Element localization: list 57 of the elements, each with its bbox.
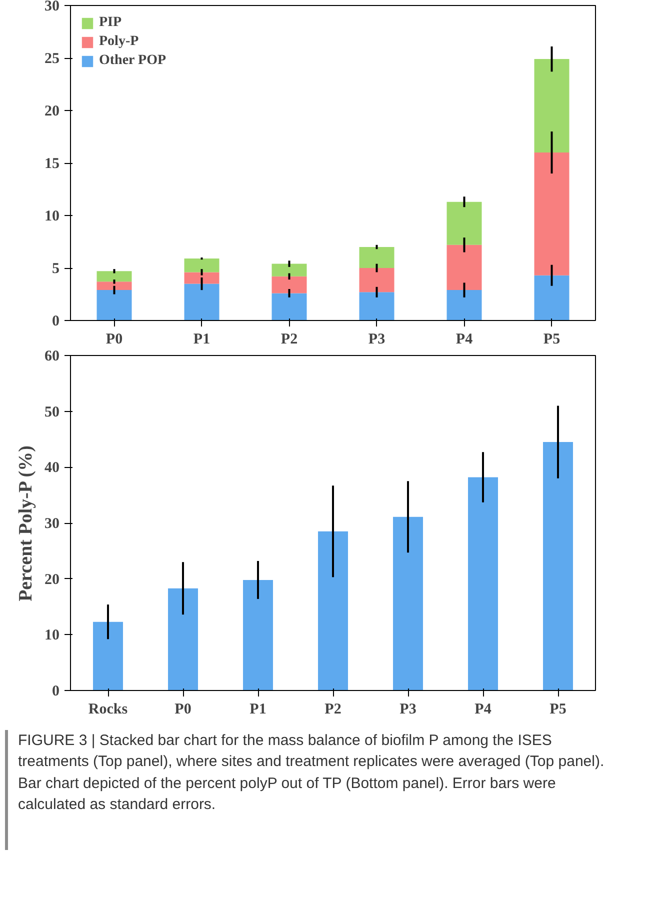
- bar: [393, 516, 423, 690]
- y-tick-label: 30: [44, 516, 60, 532]
- y-tick-label: 0: [52, 684, 60, 700]
- legend-label: Poly-P: [99, 34, 139, 50]
- x-tick-label: P0: [106, 332, 123, 348]
- bar: [184, 272, 220, 284]
- y-tick-label: 30: [44, 0, 60, 14]
- bar: [446, 290, 482, 320]
- y-tick-label: 0: [52, 314, 60, 330]
- y-tick-label: 20: [44, 104, 60, 120]
- legend-label: PIP: [99, 15, 122, 31]
- x-tick-label: P1: [193, 332, 210, 348]
- caption: FIGURE 3 | Stacked bar chart for the mass balance of biofilm P among the ISES treatments (Top panel), where sites and treatment replicates were averaged (Top panel). Bar chart depicted of the percent polyP out of TP (Bottom panel). Error bars were calculated as standard errors.: [18, 731, 605, 816]
- y-tick-label: 25: [44, 51, 60, 67]
- x-tick-label: P0: [174, 702, 192, 718]
- bar: [534, 275, 570, 320]
- y-axis-title: Percent Poly-P (%): [16, 446, 36, 602]
- y-tick-label: 40: [44, 460, 60, 476]
- bar: [96, 290, 132, 320]
- x-tick-label: P4: [474, 702, 492, 718]
- bar: [272, 293, 307, 320]
- y-tick-label: 15: [44, 156, 60, 172]
- y-tick-label: 10: [44, 208, 60, 224]
- x-tick-label: P5: [550, 702, 566, 718]
- bar: [243, 580, 273, 690]
- y-tick-label: 10: [44, 628, 60, 644]
- bar: [468, 477, 498, 690]
- bar: [168, 588, 198, 690]
- bar: [96, 271, 132, 282]
- bar: [543, 442, 573, 690]
- x-tick-label: Rocks: [88, 702, 128, 718]
- bar: [272, 276, 307, 294]
- x-tick-label: P2: [280, 332, 298, 348]
- bar: [93, 622, 123, 690]
- x-tick-label: P1: [250, 702, 266, 718]
- bar: [534, 59, 570, 152]
- bar: [359, 292, 394, 320]
- y-tick-label: 5: [52, 261, 60, 277]
- y-tick-label: 50: [44, 404, 60, 420]
- x-tick-label: P5: [543, 332, 560, 348]
- bar: [272, 264, 307, 276]
- bar: [184, 284, 220, 320]
- x-tick-label: P3: [400, 702, 416, 718]
- bar: [96, 282, 132, 290]
- legend-label: Other POP: [99, 53, 166, 69]
- bar: [446, 244, 482, 290]
- bar: [184, 258, 220, 272]
- bar: [446, 202, 482, 245]
- x-tick-label: P2: [324, 702, 342, 718]
- bar: [359, 268, 394, 292]
- x-tick-label: P3: [368, 332, 386, 348]
- bar: [318, 531, 348, 690]
- x-tick-label: P4: [456, 332, 474, 348]
- bar: [534, 152, 570, 276]
- y-tick-label: 60: [44, 348, 60, 364]
- bar: [359, 247, 394, 268]
- y-tick-label: 20: [44, 572, 60, 588]
